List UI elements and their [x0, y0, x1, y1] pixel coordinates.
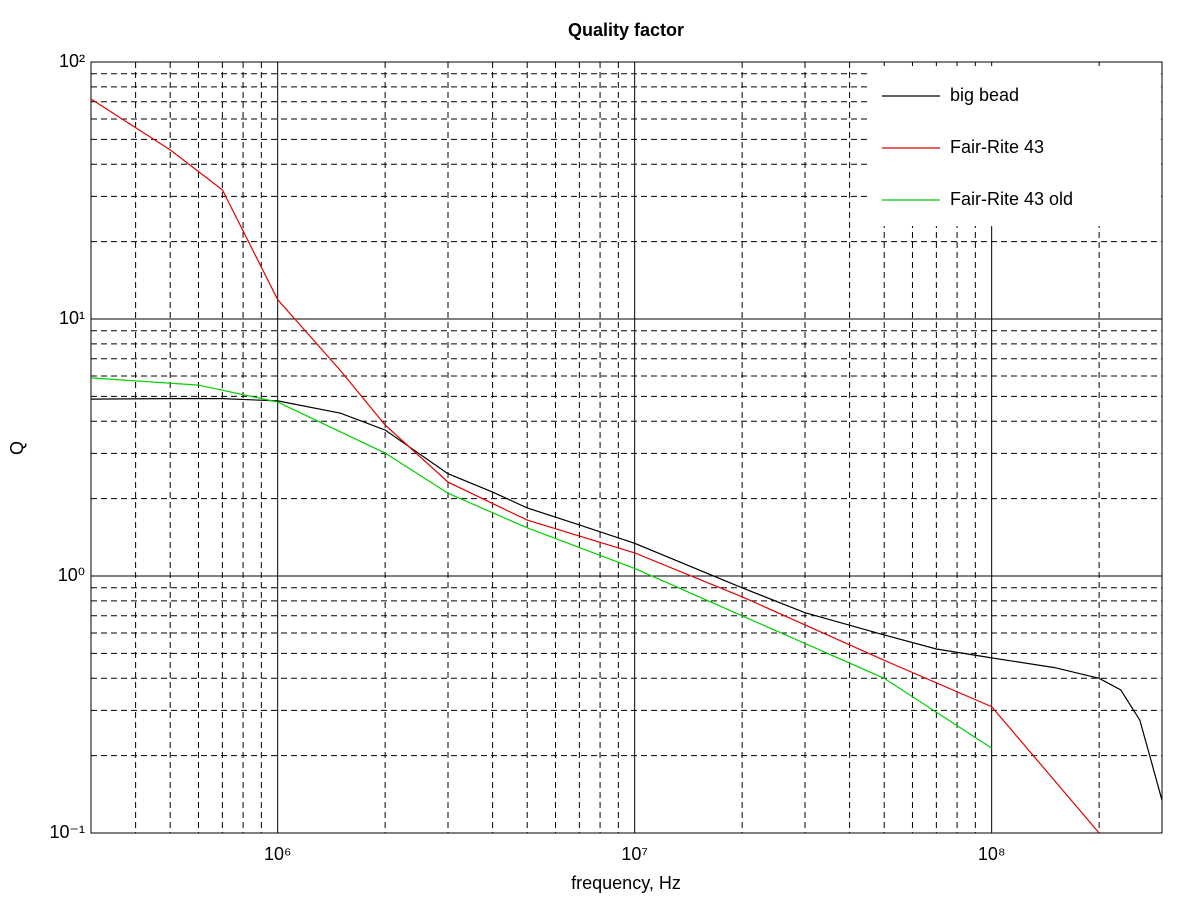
- legend-label: Fair-Rite 43: [950, 137, 1044, 157]
- legend-label: Fair-Rite 43 old: [950, 189, 1073, 209]
- x-tick-label: 10⁸: [978, 844, 1006, 864]
- y-axis-label: Q: [7, 441, 27, 455]
- data-line: [90, 398, 1163, 801]
- plot-frame: [90, 61, 1163, 834]
- x-tick-label: 10⁶: [264, 844, 291, 864]
- chart-title: Quality factor: [568, 20, 684, 40]
- legend-box: [870, 66, 1160, 226]
- legend-label: big bead: [950, 85, 1019, 105]
- y-tick-label: 10²: [59, 51, 85, 71]
- x-axis-label: frequency, Hz: [571, 873, 681, 893]
- y-tick-label: 10¹: [59, 308, 85, 328]
- y-tick-label: 10⁰: [58, 565, 85, 585]
- data-line: [90, 98, 1100, 834]
- data-line: [90, 377, 993, 749]
- y-tick-label: 10⁻¹: [49, 822, 85, 842]
- x-tick-label: 10⁷: [621, 844, 648, 864]
- legend: big bead Fair-Rite 43 Fair-Rite 43 old: [870, 66, 1160, 226]
